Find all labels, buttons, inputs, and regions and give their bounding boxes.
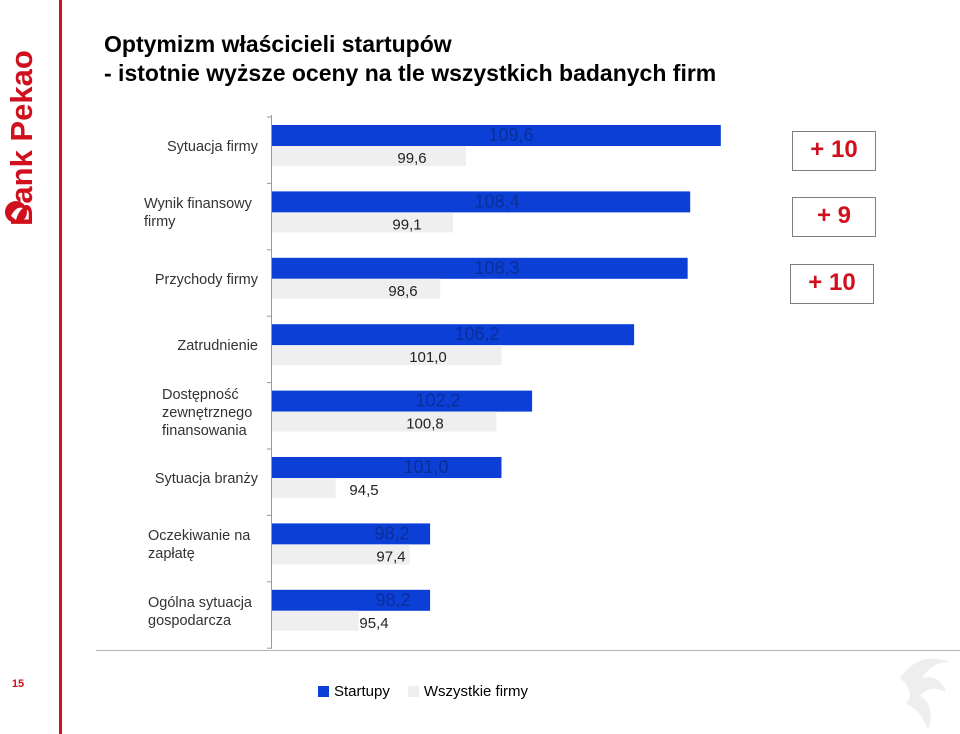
category-label-line: zewnętrznego [162, 404, 253, 421]
data-label-wszystkie: 94,5 [349, 482, 378, 499]
category-label: Ogólna sytuacja gospodarcza [104, 594, 258, 630]
bar-startupy [272, 125, 721, 146]
legend-item-startupy: Startupy [318, 683, 390, 700]
bar-startupy [272, 191, 691, 213]
bar-startupy [272, 457, 502, 478]
category-label: Oczekiwanie na zapłatę [104, 527, 258, 563]
category-label: Zatrudnienie [104, 337, 258, 355]
category-label-line: Dostępność [162, 386, 239, 403]
bar-wszystkie [272, 278, 441, 299]
legend-swatch-wszystkie [407, 686, 419, 697]
legend-label-wszystkie: Wszystkie firmy [423, 683, 529, 700]
difference-box: + 10 [790, 263, 874, 304]
category-label-line: Wynik finansowy [144, 196, 252, 213]
slide-title: Optymizm właścicieli startupów - istotni… [104, 30, 716, 88]
difference-box: + 9 [792, 197, 876, 238]
data-label-wszystkie: 99,1 [392, 216, 421, 233]
data-label-startupy: 108,3 [474, 258, 519, 278]
category-label-line: finansowania [162, 422, 247, 439]
data-label-wszystkie: 100,8 [406, 416, 444, 433]
category-label-line: Przychody firmy [154, 271, 258, 288]
category-label-line: firmy [144, 214, 176, 231]
brand-divider [59, 0, 62, 734]
bar-wszystkie [272, 212, 454, 233]
category-label: Wynik finansowy firmy [104, 195, 258, 231]
watermark-swirl-icon [900, 658, 950, 730]
bar-wszystkie [272, 345, 502, 366]
data-label-wszystkie: 101,0 [409, 349, 447, 366]
data-label-wszystkie: 99,6 [397, 150, 426, 167]
footer-divider [96, 650, 960, 651]
bar-chart: 109,6 99,6 108,4 99,1 108,3 98,6 106,2 101,0 102… [267, 115, 721, 649]
category-label-line: Sytuacja firmy [166, 139, 258, 155]
legend-item-wszystkie: Wszystkie firmy [407, 683, 529, 700]
data-label-wszystkie: 97,4 [376, 548, 405, 565]
category-label-line: gospodarcza [148, 612, 232, 629]
category-label-line: Ogólna sytuacja [148, 594, 252, 611]
chart-legend: Startupy Wszystkie firmy [318, 683, 546, 700]
bar-startupy [272, 523, 431, 545]
bar-startupy [272, 257, 688, 279]
bar-wszystkie [272, 478, 336, 498]
bar-startupy [272, 390, 533, 412]
category-label-line: Oczekiwanie na [148, 528, 251, 545]
legend-label-startupy: Startupy [334, 683, 390, 700]
logo-text: Bank Pekao [4, 50, 39, 226]
data-label-startupy: 108,4 [474, 191, 519, 211]
data-label-startupy: 98,2 [375, 590, 410, 610]
data-label-startupy: 102,2 [415, 391, 460, 411]
category-label-line: Zatrudnienie [177, 338, 258, 355]
data-label-wszystkie: 95,4 [359, 615, 388, 632]
bar-wszystkie [272, 610, 359, 631]
bar-wszystkie [272, 146, 466, 166]
category-label-line: zapłatę [148, 546, 195, 563]
category-label: Sytuacja branży [104, 470, 258, 488]
bar-startupy [272, 589, 431, 611]
bar-startupy [272, 324, 635, 346]
category-label: Dostępność zewnętrznego finansowania [104, 386, 258, 440]
bar-wszystkie [272, 544, 410, 565]
data-label-startupy: 109,6 [488, 125, 533, 145]
category-label: Sytuacja firmy [104, 138, 258, 156]
bank-pekao-logo: Bank Pekao [4, 50, 39, 226]
data-label-startupy: 101,0 [403, 457, 448, 477]
data-label-wszystkie: 98,6 [388, 283, 417, 300]
slide-title-line-1: Optymizm właścicieli startupów [104, 31, 452, 57]
page-number: 15 [11, 678, 25, 690]
legend-swatch-startupy [318, 686, 329, 697]
slide-title-line-2: - istotnie wyższe oceny na tle wszystkic… [104, 60, 717, 86]
category-label: Przychody firmy [104, 271, 258, 289]
difference-box: + 10 [792, 131, 876, 171]
bar-wszystkie [272, 411, 497, 432]
data-label-startupy: 98,2 [374, 523, 409, 543]
data-label-startupy: 106,2 [454, 324, 499, 344]
category-label-line: Sytuacja branży [154, 471, 258, 487]
